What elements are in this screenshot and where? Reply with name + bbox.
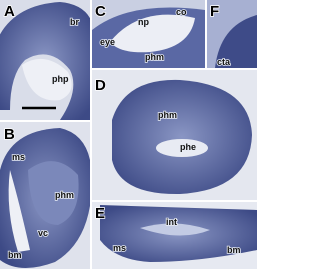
annotation: php [52,74,69,84]
panel-letter: F [210,3,219,20]
annotation: phm [158,110,177,120]
panel-letter: C [95,3,106,20]
annotation: bm [8,250,22,260]
panel-letter: A [4,3,15,20]
annotation: ms [12,152,25,162]
annotation: np [138,17,149,27]
annotation: ms [113,243,126,253]
panel-a-image [0,0,90,120]
annotation: cta [217,57,231,67]
panel-f-image [207,0,257,68]
annotation: vc [38,228,48,238]
panel-d-image [92,70,257,200]
panel-letter: E [95,205,105,222]
annotation: bm [227,245,241,255]
panel-c-image [92,0,205,68]
annotation: eye [100,37,115,47]
figure: A B C F D E br php ms phm vc bm co np ey… [0,0,257,269]
annotation: int [166,217,177,227]
panel-b-image [0,122,90,269]
annotation: phm [145,52,164,62]
panel-letter: D [95,77,106,94]
annotation: phe [180,142,196,152]
panel-e-image [92,202,257,269]
annotation: br [70,17,79,27]
annotation: phm [55,190,74,200]
annotation: co [176,7,187,17]
panel-letter: B [4,126,15,143]
